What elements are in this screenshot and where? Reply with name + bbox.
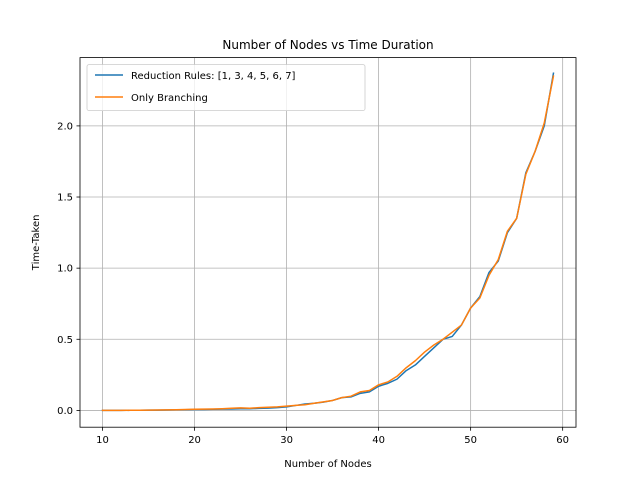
plot-frame xyxy=(79,57,577,428)
legend-label-reduction-rules: Reduction Rules: [1, 3, 4, 5, 6, 7] xyxy=(131,71,296,82)
x-axis-label: Number of Nodes xyxy=(284,459,371,470)
series-lines xyxy=(101,72,555,412)
x-tick-label: 60 xyxy=(556,435,569,446)
legend: Reduction Rules: [1, 3, 4, 5, 6, 7] Only… xyxy=(86,64,366,111)
x-tick-label: 10 xyxy=(96,435,109,446)
legend-box xyxy=(86,64,366,111)
x-tick-label: 40 xyxy=(372,435,385,446)
x-tick-label: 50 xyxy=(464,435,477,446)
x-tick-label: 30 xyxy=(280,435,293,446)
grid-lines xyxy=(80,57,576,428)
axis-ticks: 10 20 30 40 50 60 0.0 0.5 1.0 1.5 2.0 xyxy=(57,121,569,446)
series-line-only-branching xyxy=(101,75,555,412)
y-axis-label: Time-Taken xyxy=(31,215,42,272)
y-tick-label: 1.0 xyxy=(57,264,73,275)
y-tick-label: 0.5 xyxy=(57,335,73,346)
chart-title: Number of Nodes vs Time Duration xyxy=(222,38,433,52)
legend-label-only-branching: Only Branching xyxy=(131,93,208,104)
x-tick-label: 20 xyxy=(188,435,201,446)
y-tick-label: 1.5 xyxy=(57,193,73,204)
y-tick-label: 0.0 xyxy=(57,406,73,417)
y-tick-label: 2.0 xyxy=(57,121,73,132)
